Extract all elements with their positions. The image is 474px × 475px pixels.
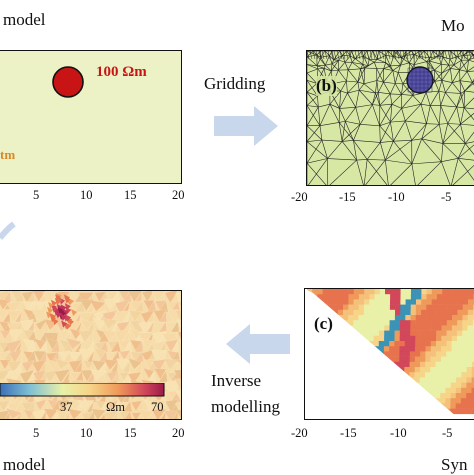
panel-d-xtick: 15	[124, 426, 137, 441]
mesh-lines	[307, 51, 474, 186]
panel-d-title: model	[3, 455, 46, 475]
panel-b-label: (b)	[316, 76, 337, 96]
panel-a-xtick: 10	[80, 188, 93, 203]
inverse-arrow	[218, 322, 292, 366]
panel-b-xtick: -10	[388, 190, 405, 205]
panel-d-xtick: 5	[33, 426, 39, 441]
colorbar-unit-label: Ωm	[106, 400, 125, 415]
panel-a-svg	[0, 51, 182, 184]
panel-c-pseudosection	[305, 289, 474, 420]
panel-c-xtick: -15	[340, 426, 357, 441]
panel-d-colorbar	[0, 383, 166, 397]
panel-c-xtick: -5	[442, 426, 452, 441]
gridding-label: Gridding	[204, 74, 265, 94]
panel-b-plot	[306, 50, 474, 186]
panel-c-title: Syn	[441, 455, 467, 475]
colorbar-mid-label: 37	[60, 400, 73, 415]
panel-c-xtick: -20	[291, 426, 308, 441]
curved-arrow-fragment	[0, 222, 16, 244]
panel-a-xtick: 5	[33, 188, 39, 203]
panel-a-xtick: 15	[124, 188, 137, 203]
panel-b-xtick: -15	[339, 190, 356, 205]
inverse-label-line2: modelling	[211, 397, 280, 417]
panel-c-xtick: -10	[390, 426, 407, 441]
panel-b-xtick: -20	[291, 190, 308, 205]
panel-b-title: Mo	[441, 16, 465, 36]
panel-a-plot	[0, 50, 182, 184]
inverse-label-line1: Inverse	[211, 371, 261, 391]
colorbar-max-label: 70	[151, 400, 164, 415]
panel-b-xtick: -5	[441, 190, 451, 205]
panel-d-xtick: 20	[172, 426, 185, 441]
panel-a-title: model	[3, 10, 46, 30]
panel-c-plot	[304, 288, 474, 420]
panel-a-anomaly-label: 100 Ωm	[96, 64, 147, 81]
panel-b-mesh	[307, 51, 474, 186]
gridding-arrow	[212, 104, 282, 148]
panel-a-background-label: tm	[0, 147, 15, 163]
panel-c-label: (c)	[314, 314, 333, 334]
panel-a-anomaly	[53, 67, 83, 97]
panel-a-xtick: 20	[172, 188, 185, 203]
panel-d-xtick: 10	[80, 426, 93, 441]
